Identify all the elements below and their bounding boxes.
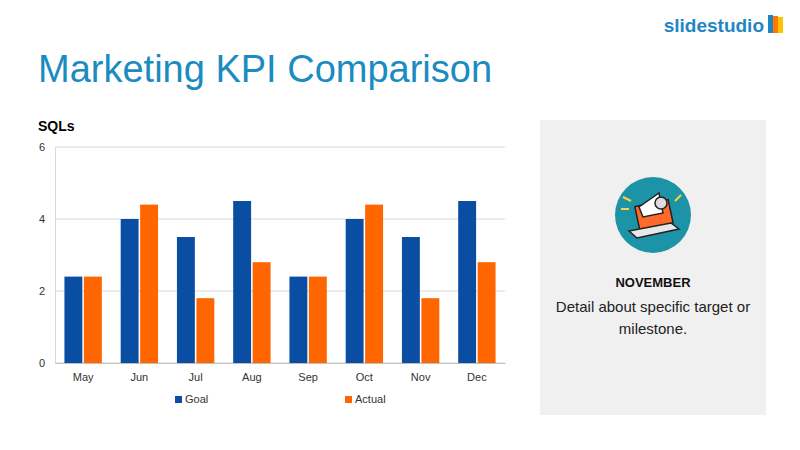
icon-megaphone-mouth	[655, 197, 667, 209]
bar	[289, 277, 307, 363]
x-tick-label: Aug	[242, 371, 262, 383]
x-tick-label: Oct	[356, 371, 373, 383]
chart-title: SQLs	[38, 118, 75, 134]
panel-icon	[615, 177, 691, 253]
bar	[253, 262, 271, 363]
panel-text: Detail about specific target or mileston…	[553, 296, 753, 340]
legend-item: Actual	[345, 393, 386, 405]
bar	[177, 237, 195, 363]
x-tick-label: Jun	[131, 371, 149, 383]
bar	[458, 201, 476, 363]
side-panel	[540, 120, 766, 415]
x-tick: Dec	[467, 371, 487, 383]
logo-icon-part	[768, 15, 773, 33]
x-tick: Sep	[298, 371, 318, 383]
x-tick: May	[73, 371, 94, 383]
logo-text: slidestudio	[664, 15, 764, 36]
legend-swatch	[175, 396, 182, 403]
bar	[64, 277, 82, 363]
y-tick-label: 0	[39, 357, 45, 369]
legend-swatch	[345, 396, 352, 403]
legend: Goal Actual	[175, 393, 386, 405]
x-tick: Nov	[411, 371, 431, 383]
legend-item: Goal	[175, 393, 208, 405]
bar	[402, 237, 420, 363]
bar	[84, 277, 102, 363]
icon-ray	[621, 208, 629, 210]
logo: slidestudio	[664, 15, 783, 36]
grid-line	[55, 147, 505, 148]
y-axis-line	[55, 148, 56, 364]
bar	[233, 201, 251, 363]
slide-canvas: Marketing KPI Comparison slidestudio SQLs 0…	[0, 0, 800, 450]
x-tick-label: May	[73, 371, 94, 383]
bar	[365, 205, 383, 363]
y-tick: 4	[39, 213, 55, 225]
legend-label: Goal	[185, 393, 208, 405]
y-tick: 0	[39, 357, 55, 369]
x-tick: Jul	[189, 371, 203, 383]
y-tick: 2	[39, 285, 55, 297]
bar	[478, 262, 496, 363]
x-tick-label: Dec	[467, 371, 487, 383]
legend-label: Actual	[355, 393, 386, 405]
bar	[140, 205, 158, 363]
slide-title: Marketing KPI Comparison	[38, 48, 492, 90]
x-tick-label: Jul	[189, 371, 203, 383]
bar	[121, 219, 139, 363]
x-tick-label: Sep	[298, 371, 318, 383]
icon-ray	[623, 197, 631, 201]
slide: Marketing KPI Comparison slidestudio SQLs 0…	[0, 0, 800, 450]
bar	[196, 298, 214, 363]
logo-icon-part	[778, 17, 783, 33]
y-tick-label: 6	[39, 141, 45, 153]
y-tick-label: 2	[39, 285, 45, 297]
bar	[309, 277, 327, 363]
x-tick: Jun	[131, 371, 149, 383]
y-axis: 0 2 4 6	[39, 141, 56, 369]
grid	[55, 147, 505, 363]
bars	[64, 201, 495, 363]
y-tick-label: 4	[39, 213, 45, 225]
x-tick: Oct	[356, 371, 373, 383]
x-axis-line	[56, 363, 506, 364]
icon-circle	[615, 177, 691, 253]
icon-ray	[675, 195, 681, 201]
x-tick-label: Nov	[411, 371, 431, 383]
x-axis: May Jun Jul Aug Sep Oct Nov Dec	[56, 364, 506, 383]
logo-icon-part	[773, 16, 778, 33]
x-tick: Aug	[242, 371, 262, 383]
bar	[346, 219, 364, 363]
icon-laptop-base	[629, 223, 679, 238]
panel-heading: NOVEMBER	[615, 275, 691, 290]
y-tick: 6	[39, 141, 55, 153]
bar	[421, 298, 439, 363]
